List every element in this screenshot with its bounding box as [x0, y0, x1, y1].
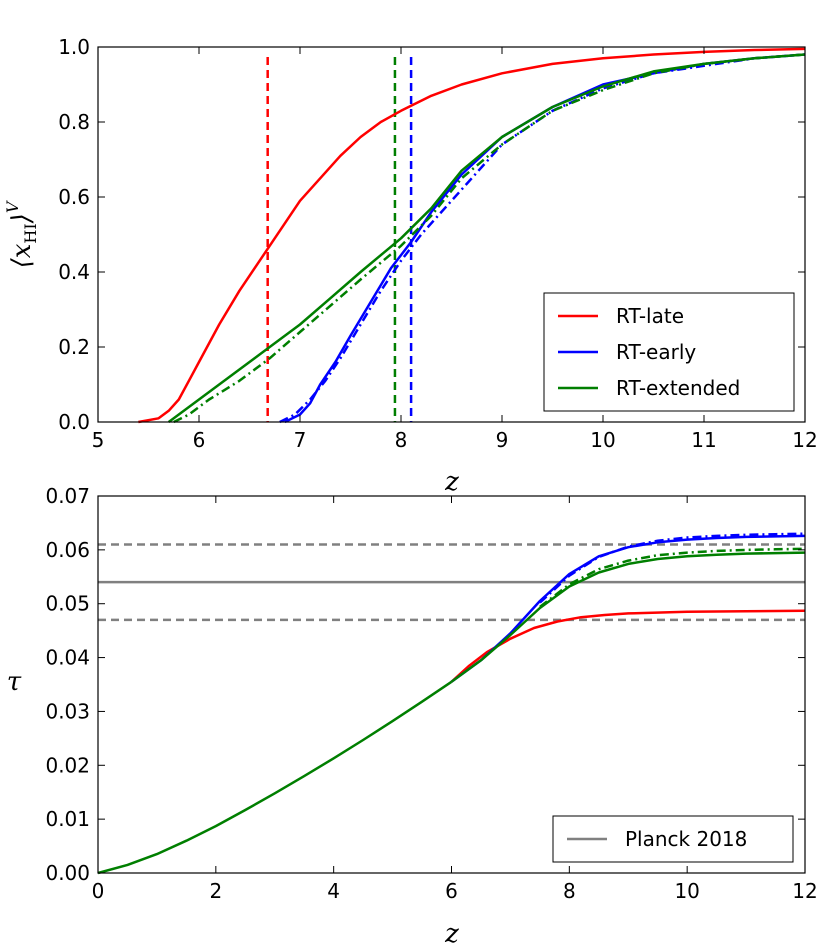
top-xtick-label: 7 — [294, 428, 307, 452]
bottom-xtick-label: 4 — [327, 879, 340, 903]
bottom-ytick-label: 0.05 — [45, 592, 90, 616]
legend-label: Planck 2018 — [625, 827, 747, 851]
top-ytick-label: 0.6 — [58, 185, 90, 209]
bottom-ytick-label: 0.03 — [45, 699, 90, 723]
top-panel: 5 6 7 8 9 10 11 12 0.0 0.2 0.4 0.6 0.8 1.0 z ⟨xHI⟩V R… — [3, 35, 818, 497]
svg-text:⟨xHI⟩V: ⟨xHI⟩V — [3, 200, 40, 268]
top-xtick-label: 10 — [590, 428, 615, 452]
bottom-ytick-label: 0.06 — [45, 538, 90, 562]
top-xtick-label: 11 — [691, 428, 716, 452]
top-xtick-label: 6 — [193, 428, 206, 452]
top-series-rt-extended-dashdot — [173, 53, 806, 424]
top-ytick-label: 1.0 — [58, 35, 90, 59]
bottom-xtick-label: 12 — [792, 879, 817, 903]
bottom-series-rt-extended — [450, 551, 806, 683]
bottom-legend: Planck 2018 — [552, 815, 794, 863]
top-y-axis-label: ⟨xHI⟩V — [3, 200, 40, 268]
top-x-axis-label: z — [444, 467, 459, 497]
top-xtick-label: 8 — [395, 428, 408, 452]
bottom-xtick-label: 2 — [209, 879, 222, 903]
bottom-series-rt-late — [450, 609, 806, 683]
top-legend: RT-late RT-early RT-extended — [543, 292, 795, 412]
top-series-rt-extended — [167, 53, 806, 424]
legend-label: RT-late — [616, 304, 684, 328]
bottom-y-axis-label: τ — [7, 667, 22, 697]
bottom-series-rt-early-dashdot — [539, 532, 806, 604]
legend-label: RT-extended — [616, 376, 740, 400]
bottom-series-common — [97, 680, 453, 875]
top-series-rt-late — [138, 47, 806, 424]
bottom-series-rt-early — [450, 534, 806, 683]
bottom-ytick-label: 0.00 — [45, 861, 90, 885]
top-plot-frame — [97, 46, 806, 423]
top-ytick-label: 0.2 — [58, 335, 90, 359]
top-xtick-label: 5 — [92, 428, 105, 452]
top-ytick-label: 0.0 — [58, 410, 90, 434]
bottom-ytick-label: 0.01 — [45, 807, 90, 831]
top-xtick-label: 12 — [792, 428, 817, 452]
bottom-ytick-label: 0.04 — [45, 646, 90, 670]
bottom-panel: 0 2 4 6 8 10 12 0.00 0.01 0.02 0.03 0.04 0.05 0.06 0.0… — [7, 484, 818, 949]
bottom-series-rt-extended-dashdot — [539, 547, 806, 608]
bottom-ytick-label: 0.02 — [45, 753, 90, 777]
bottom-xtick-label: 0 — [92, 879, 105, 903]
bottom-xtick-label: 10 — [674, 879, 699, 903]
top-xtick-label: 9 — [496, 428, 509, 452]
bottom-xtick-label: 8 — [563, 879, 576, 903]
bottom-x-axis-label: z — [444, 919, 459, 949]
bottom-plot-frame — [97, 495, 806, 874]
bottom-ytick-label: 0.07 — [45, 484, 90, 508]
legend-label: RT-early — [616, 340, 696, 364]
top-ytick-label: 0.8 — [58, 110, 90, 134]
bottom-xtick-label: 6 — [445, 879, 458, 903]
top-ytick-label: 0.4 — [58, 260, 90, 284]
